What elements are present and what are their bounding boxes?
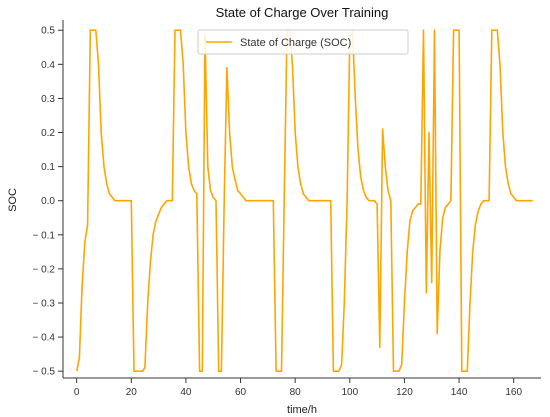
legend-label: State of Charge (SOC) (240, 37, 351, 49)
y-tick-label: − 0.1 (32, 230, 55, 241)
y-tick-label: 0.2 (41, 128, 55, 139)
y-axis: 0.5 0.4 0.3 0.2 0.1 0.0 − 0.1 − 0.2 − 0.3 − 0.4 − … (32, 26, 63, 378)
series-layer (75, 29, 533, 373)
x-axis-title: time/h (287, 404, 317, 416)
x-tick-label: 120 (396, 387, 413, 398)
x-tick-label: 20 (126, 387, 138, 398)
y-tick-label: − 0.3 (32, 298, 55, 309)
x-tick-label: 60 (235, 387, 247, 398)
y-tick-label: 0.5 (41, 26, 55, 37)
x-axis: 0 20 40 60 80 100 120 140 160 (74, 378, 522, 398)
y-tick-label: 0.1 (41, 162, 55, 173)
y-tick-label: − 0.5 (32, 367, 55, 378)
x-tick-label: 80 (290, 387, 302, 398)
legend: State of Charge (SOC) (197, 29, 409, 55)
y-tick-label: 0.4 (41, 60, 55, 71)
soc-series-line (75, 29, 533, 373)
y-tick-label: − 0.2 (32, 264, 55, 275)
x-tick-label: 140 (451, 387, 468, 398)
y-tick-label: − 0.4 (32, 333, 55, 344)
y-axis-title: SOC (7, 188, 19, 212)
y-tick-label: 0.3 (41, 94, 55, 105)
legend-box (197, 29, 409, 55)
x-tick-label: 40 (180, 387, 192, 398)
y-tick-label: 0.0 (41, 196, 55, 207)
x-tick-label: 160 (505, 387, 522, 398)
chart-title: State of Charge Over Training (216, 5, 389, 20)
x-tick-label: 0 (74, 387, 80, 398)
x-tick-label: 100 (341, 387, 358, 398)
